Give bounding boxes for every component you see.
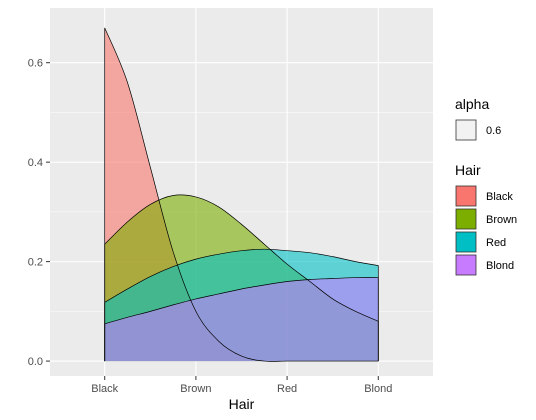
y-tick-label: 0.6 (28, 58, 43, 70)
legend-key (455, 254, 477, 276)
legend: alpha 0.6 Hair Black Brown Red Blond (455, 96, 517, 276)
x-tick-label: Brown (180, 383, 211, 395)
density-outlines (104, 27, 379, 362)
legend-key (455, 119, 477, 141)
y-tick-label: 0.4 (28, 157, 43, 169)
legend-label: Red (486, 237, 506, 249)
density-outline-blond (104, 277, 379, 362)
y-axis: 0.0 0.2 0.4 0.6 (28, 58, 50, 368)
x-tick-label: Black (91, 383, 118, 395)
density-outline-red (104, 248, 379, 362)
x-tick-label: Blond (364, 383, 392, 395)
density-areas (104, 27, 379, 362)
legend-key (455, 231, 477, 253)
legend-label: Brown (486, 214, 517, 226)
y-tick-label: 0.2 (28, 257, 43, 269)
legend-title: alpha (455, 96, 489, 112)
legend-label: 0.6 (486, 125, 501, 137)
x-axis: Black Brown Red Blond (91, 376, 392, 395)
x-tick-label: Red (277, 383, 297, 395)
legend-key (455, 185, 477, 207)
density-outline-black (104, 27, 379, 362)
legend-label: Blond (486, 260, 514, 272)
density-outline-brown (104, 194, 379, 362)
legend-label: Black (486, 191, 513, 203)
legend-key (455, 208, 477, 230)
x-axis-title: Hair (229, 396, 255, 412)
y-tick-label: 0.0 (28, 356, 43, 368)
legend-title: Hair (455, 162, 481, 178)
density-area-blond (104, 277, 379, 362)
